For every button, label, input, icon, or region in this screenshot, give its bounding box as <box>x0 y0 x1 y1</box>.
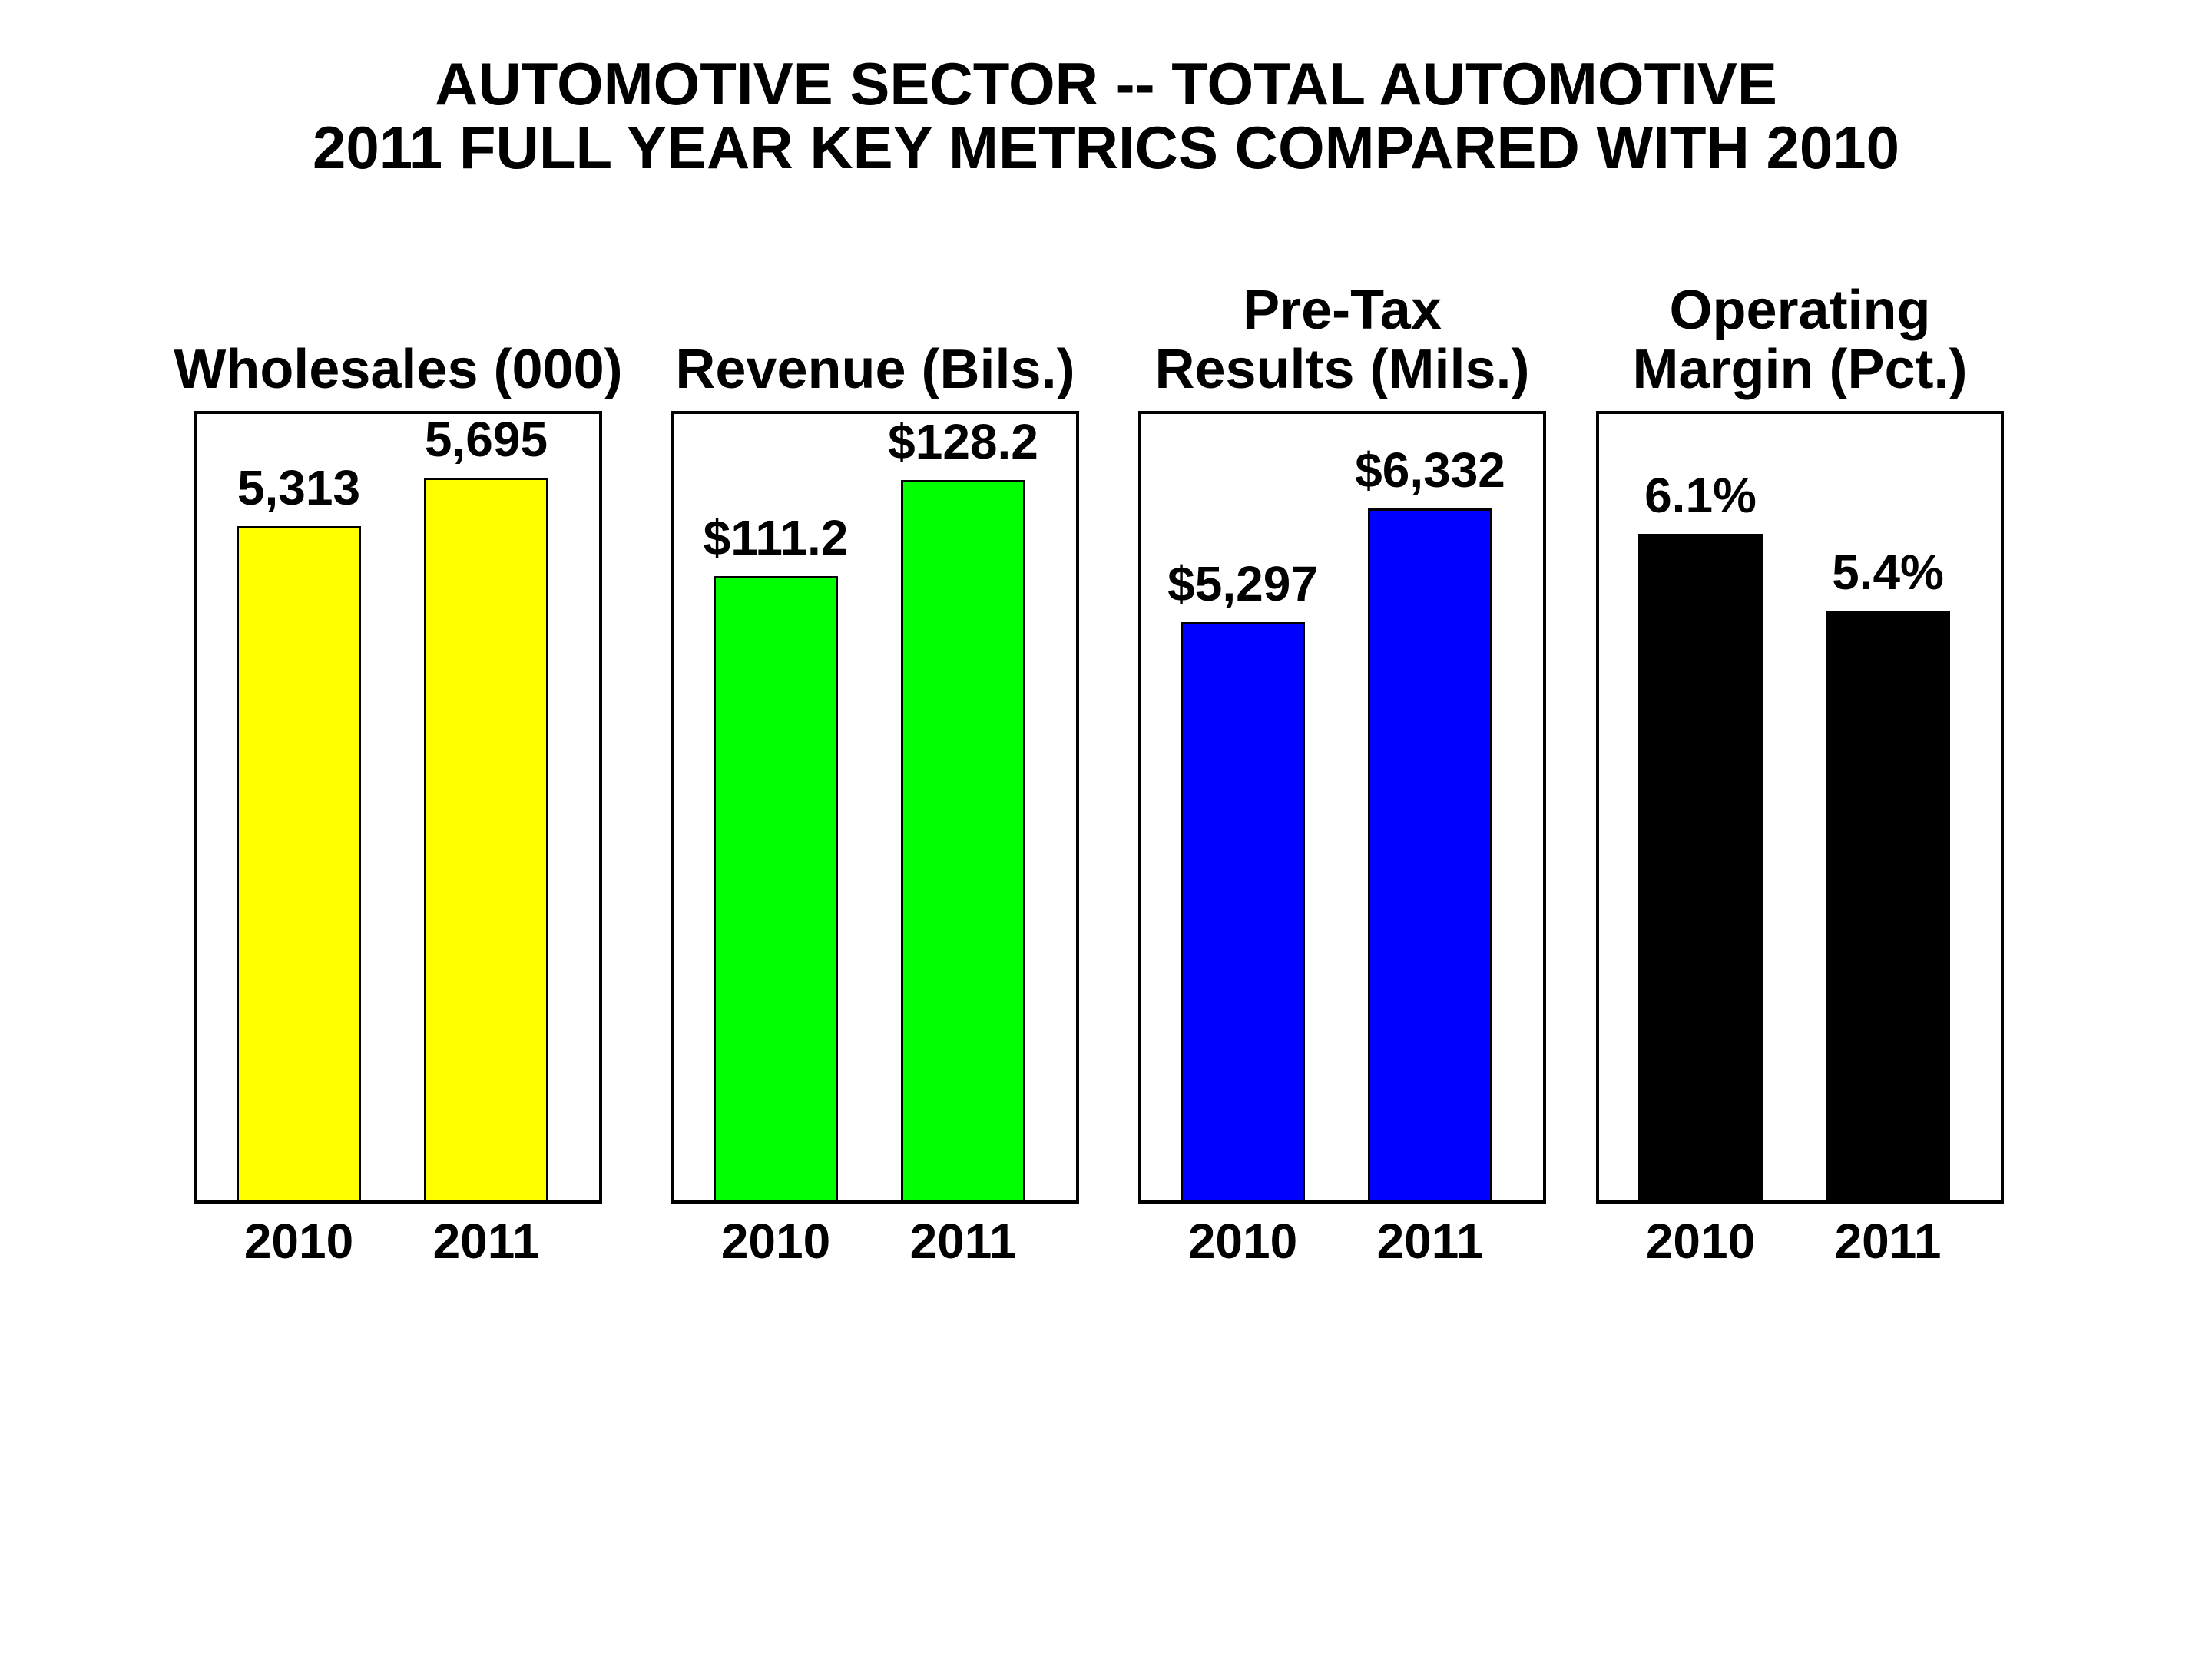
value-label-pretax-2010: $5,297 <box>1167 556 1318 611</box>
slide-title-line-1: AUTOMOTIVE SECTOR -- TOTAL AUTOMOTIVE <box>435 50 1777 118</box>
panel-header-wholesales: Wholesales (000) <box>164 339 633 401</box>
axis-label-wholesales-2010: 2010 <box>243 1214 354 1269</box>
panel-operating-margin: Operating Margin (Pct.) 6.1% 5.4% 2010 2… <box>1596 280 2004 1268</box>
value-label-margin-2010: 6.1% <box>1644 468 1757 523</box>
panel-header-line: Pre-Tax <box>1243 279 1442 341</box>
bar-pretax-2011 <box>1368 508 1492 1200</box>
panel-header-line: Results (Mils.) <box>1154 339 1530 401</box>
axis-label-margin-2011: 2011 <box>1834 1214 1942 1269</box>
axis-label-pretax-2011: 2011 <box>1376 1214 1484 1269</box>
value-label-revenue-2010: $111.2 <box>703 510 849 565</box>
value-label-wholesales-2011: 5,695 <box>424 412 548 467</box>
panel-header-revenue: Revenue (Bils.) <box>641 339 1110 401</box>
bar-revenue-2011 <box>901 480 1025 1200</box>
bar-margin-2010 <box>1638 534 1763 1200</box>
panel-header-line: Wholesales (000) <box>174 339 623 401</box>
value-label-margin-2011: 5.4% <box>1832 545 1944 600</box>
bar-wholesales-2011 <box>424 478 548 1200</box>
slide-title-line-2: 2011 FULL YEAR KEY METRICS COMPARED WITH… <box>312 113 1900 181</box>
panel-header-line: Margin (Pct.) <box>1632 339 1968 401</box>
panel-pretax-results: Pre-Tax Results (Mils.) $5,297 $6,332 20… <box>1138 280 1546 1268</box>
axis-label-wholesales-2011: 2011 <box>432 1214 540 1269</box>
panel-header-line: Revenue (Bils.) <box>675 339 1075 401</box>
bar-revenue-2010 <box>714 576 838 1200</box>
panel-revenue: Revenue (Bils.) $111.2 $128.2 2010 2011 <box>671 339 1079 1268</box>
axis-label-revenue-2010: 2010 <box>720 1214 831 1269</box>
bar-pretax-2010 <box>1181 622 1305 1200</box>
panel-header-pretax-results: Pre-Tax Results (Mils.) <box>1108 279 1577 401</box>
bar-wholesales-2010 <box>237 526 361 1200</box>
slide-title: AUTOMOTIVE SECTOR -- TOTAL AUTOMOTIVE 20… <box>0 52 2212 179</box>
bar-margin-2011 <box>1826 611 1950 1200</box>
panel-wholesales: Wholesales (000) 5,313 5,695 2010 2011 <box>174 339 622 1268</box>
value-label-revenue-2011: $128.2 <box>888 414 1038 469</box>
panel-header-line: Operating <box>1669 279 1931 341</box>
axis-label-pretax-2010: 2010 <box>1187 1214 1298 1269</box>
value-label-pretax-2011: $6,332 <box>1355 442 1505 498</box>
panel-header-operating-margin: Operating Margin (Pct.) <box>1565 279 2035 401</box>
axis-label-margin-2010: 2010 <box>1645 1214 1756 1269</box>
axis-label-revenue-2011: 2011 <box>909 1214 1017 1269</box>
value-label-wholesales-2010: 5,313 <box>237 460 361 515</box>
